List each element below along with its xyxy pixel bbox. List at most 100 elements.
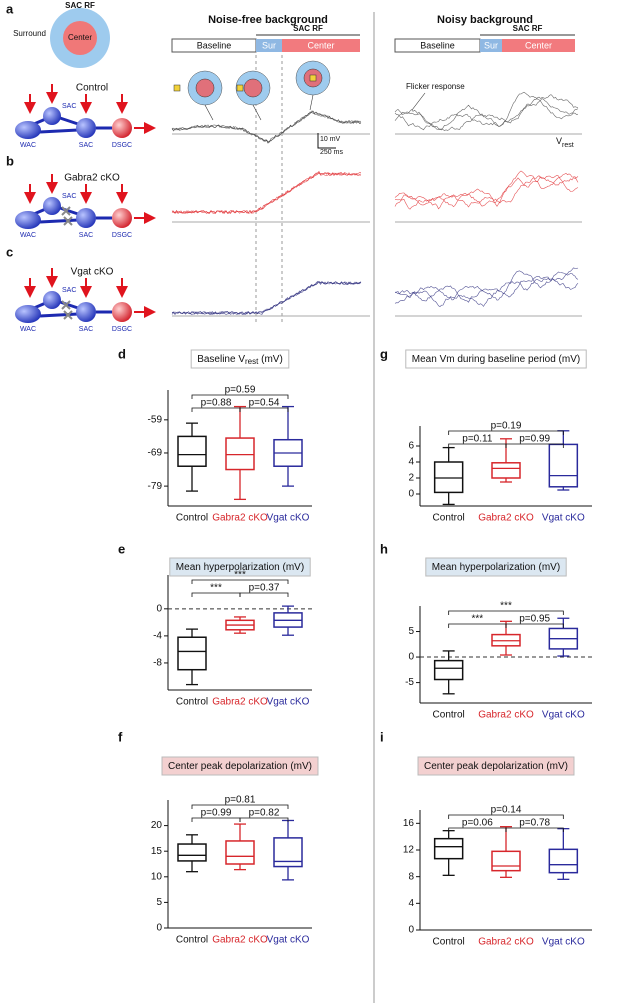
voltage-trace xyxy=(394,98,579,131)
voltage-trace xyxy=(171,172,362,214)
row-label: Vgat cKO xyxy=(71,267,114,278)
rf-title: SAC RF xyxy=(65,1,95,10)
y-tick-label: -5 xyxy=(405,677,414,688)
cell-label: WAC xyxy=(20,232,36,239)
box xyxy=(177,843,207,862)
box xyxy=(548,848,579,874)
y-tick-label: -79 xyxy=(148,481,163,492)
box xyxy=(177,636,207,671)
vrest-label: Vrest xyxy=(556,136,574,148)
chart-title-text: Baseline V xyxy=(197,354,245,365)
panel-label: a xyxy=(6,1,14,16)
scale-bar xyxy=(317,133,336,149)
y-tick-label: 16 xyxy=(403,818,415,829)
p-value: p=0.11 xyxy=(462,434,493,445)
p-value: p=0.06 xyxy=(462,818,493,829)
significance-bracket xyxy=(191,804,289,809)
sac-cell xyxy=(76,302,96,322)
baseline-label: Baseline xyxy=(420,40,455,50)
significance-bracket xyxy=(505,443,564,448)
y-tick-label: -8 xyxy=(153,658,162,669)
y-tick-label: 0 xyxy=(156,603,162,614)
chart-title: Mean hyperpolarization (mV) xyxy=(176,562,304,573)
cell-label: DSGC xyxy=(112,326,132,333)
x-tick-label: Vgat cKO xyxy=(267,513,310,524)
cell-label: SAC xyxy=(62,287,76,294)
panel-label: b xyxy=(6,153,14,168)
cell-label: DSGC xyxy=(112,232,132,239)
x-tick-label: Gabra2 cKO xyxy=(478,937,534,948)
p-value: p=0.82 xyxy=(249,808,280,819)
chart-title-unit: (mV) xyxy=(258,354,282,365)
y-tick-label: 4 xyxy=(408,457,414,468)
stimulus-center xyxy=(243,78,263,98)
box xyxy=(433,837,464,860)
x-tick-label: Control xyxy=(433,937,465,948)
x-tick-label: Gabra2 cKO xyxy=(212,513,268,524)
center-period xyxy=(282,39,360,52)
significance-bracket xyxy=(448,814,564,819)
wac-cell xyxy=(15,211,41,229)
y-tick-label: 10 xyxy=(151,871,163,882)
synapse xyxy=(39,218,79,224)
y-tick-label: 5 xyxy=(408,626,414,637)
x-tick-label: Vgat cKO xyxy=(267,935,310,946)
p-value: p=0.99 xyxy=(519,434,550,445)
synapse xyxy=(39,128,79,134)
sac-cell xyxy=(76,208,96,228)
synapse xyxy=(59,116,79,126)
stimulus-center xyxy=(195,78,215,98)
significance-bracket xyxy=(448,610,564,615)
cell-label: SAC xyxy=(79,232,93,239)
chart-title: Center peak depolarization (mV) xyxy=(168,761,312,772)
p-value: *** xyxy=(500,601,512,612)
x-tick-label: Gabra2 cKO xyxy=(212,935,268,946)
panel-label: c xyxy=(6,244,13,259)
rf-surround-label: Surround xyxy=(13,29,46,38)
rf-center xyxy=(63,21,97,55)
p-value: p=0.14 xyxy=(491,805,522,816)
chart-title: Baseline Vrest (mV) xyxy=(197,354,283,366)
x-tick-label: Gabra2 cKO xyxy=(478,710,534,721)
sur-label: Sur xyxy=(262,40,276,50)
knockout-cross xyxy=(63,216,73,226)
voltage-trace xyxy=(171,111,362,144)
sac-cell xyxy=(43,291,61,309)
chart-title-box xyxy=(405,349,587,369)
p-value: p=0.99 xyxy=(201,808,232,819)
y-tick-label: -69 xyxy=(148,448,163,459)
x-tick-label: Vgat cKO xyxy=(542,710,585,721)
y-tick-label: 2 xyxy=(408,473,414,484)
cell-label: DSGC xyxy=(112,142,132,149)
box xyxy=(491,850,521,872)
voltage-trace xyxy=(394,91,579,131)
box xyxy=(177,435,207,467)
panel-label: f xyxy=(118,729,123,744)
dsgc-cell xyxy=(112,118,132,138)
voltage-trace xyxy=(171,281,362,315)
surround-period xyxy=(480,39,502,52)
y-tick-label: 6 xyxy=(408,441,414,452)
significance-bracket xyxy=(191,394,289,399)
p-value: *** xyxy=(210,583,222,594)
sac-cell xyxy=(76,118,96,138)
chart-title-text: Mean hyperpolarization (mV) xyxy=(176,562,304,573)
row-label: Control xyxy=(76,83,108,94)
panel-label: g xyxy=(380,346,388,361)
y-tick-label: -59 xyxy=(148,414,163,425)
x-tick-label: Vgat cKO xyxy=(542,937,585,948)
y-tick-label: 12 xyxy=(403,845,415,856)
p-value: p=0.88 xyxy=(201,398,232,409)
chart-title-text: Center peak depolarization (mV) xyxy=(168,761,312,772)
dsgc-cell xyxy=(112,208,132,228)
surround-period xyxy=(256,39,282,52)
center-period xyxy=(502,39,575,52)
baseline-label: Baseline xyxy=(197,40,232,50)
wac-cell xyxy=(15,305,41,323)
chart-title: Mean hyperpolarization (mV) xyxy=(432,562,560,573)
stimulus-spot xyxy=(309,74,317,82)
p-value: p=0.95 xyxy=(519,614,550,625)
p-value: p=0.78 xyxy=(519,818,550,829)
chart-title: Mean Vm during baseline period (mV) xyxy=(412,354,580,365)
